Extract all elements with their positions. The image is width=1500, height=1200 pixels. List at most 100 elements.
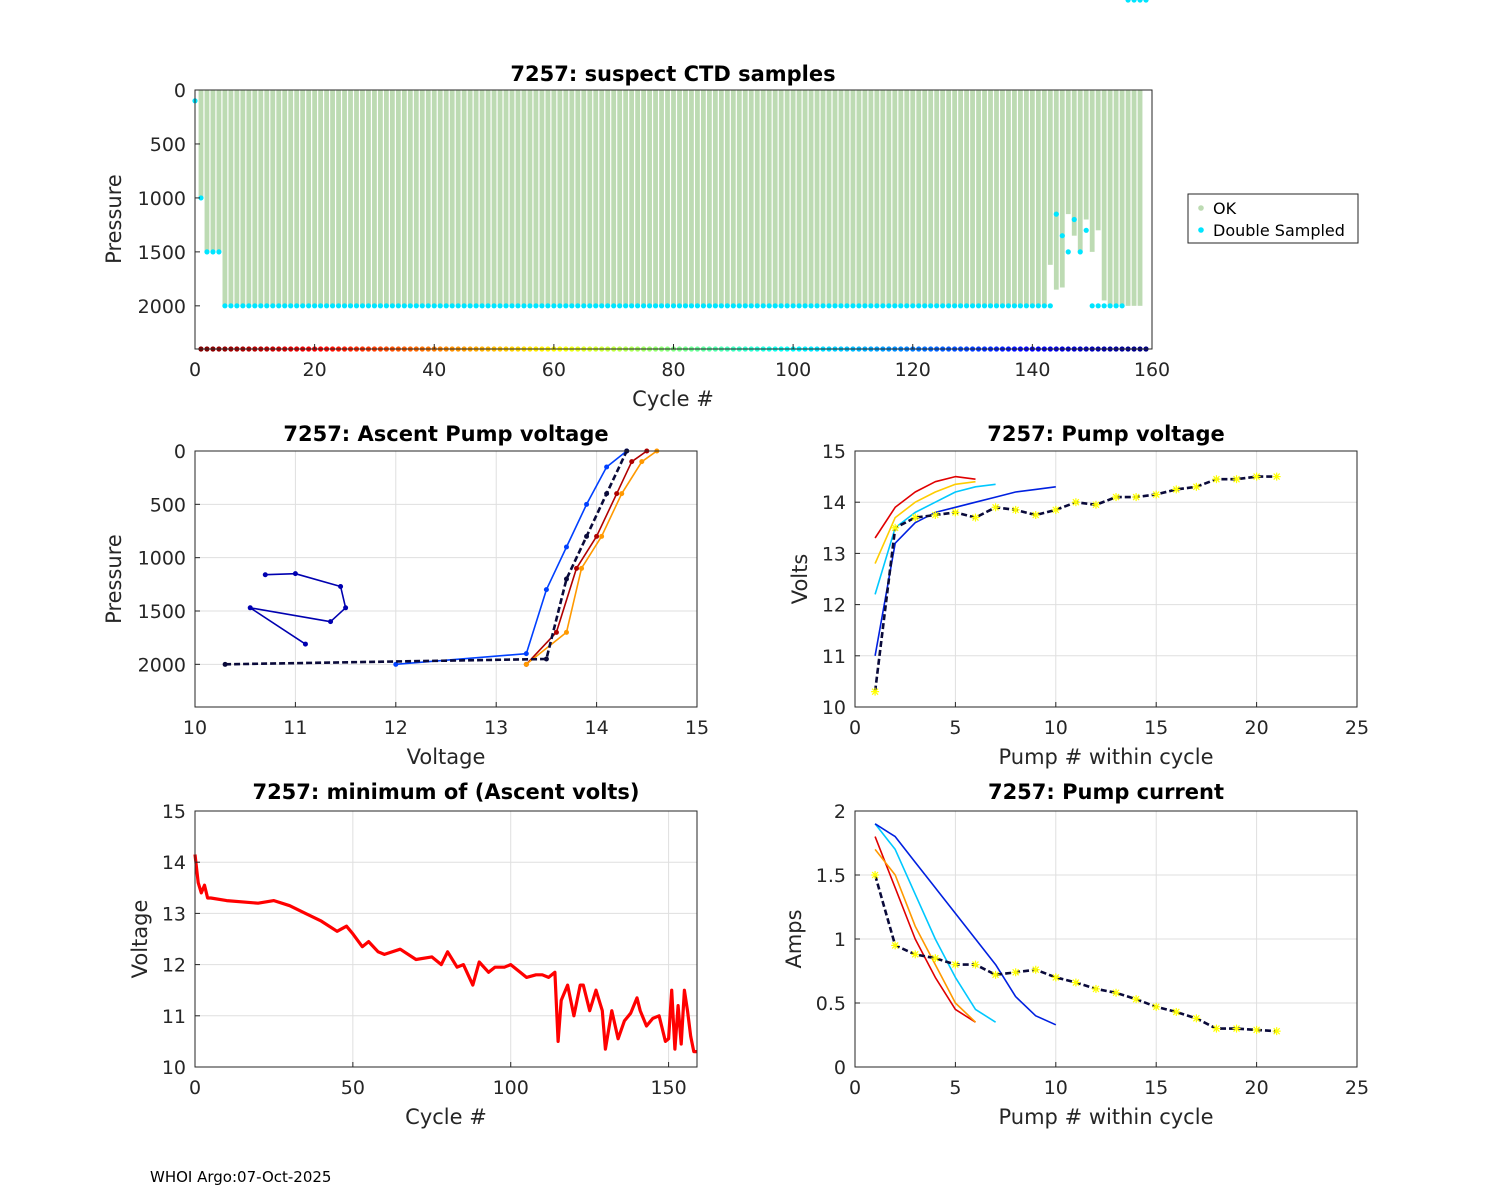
double-sampled-point <box>264 303 269 308</box>
ascent-point <box>579 566 584 571</box>
double-sampled-point <box>372 303 377 308</box>
double-sampled-point <box>856 303 861 308</box>
ok-bar <box>282 90 287 306</box>
ok-bar <box>264 90 269 306</box>
double-sampled-point <box>216 249 221 254</box>
double-sampled-point <box>964 303 969 308</box>
ok-bar <box>384 90 389 306</box>
pumpc-highlight-star <box>1172 1008 1180 1016</box>
minv-xtick-label: 150 <box>650 1077 686 1099</box>
ok-bar <box>545 90 550 306</box>
ascent-xtick-label: 11 <box>283 717 307 739</box>
ascent-ylabel: Pressure <box>102 534 126 624</box>
double-sampled-point <box>533 303 538 308</box>
minv-xtick-label: 0 <box>189 1077 201 1099</box>
double-sampled-point <box>240 303 245 308</box>
ok-bar <box>318 90 323 306</box>
double-sampled-point <box>1060 233 1065 238</box>
pumpc-highlight-star <box>1052 973 1060 981</box>
pumpv-highlight-star <box>1273 473 1281 481</box>
ok-bar <box>540 90 545 306</box>
ascent-point <box>574 566 579 571</box>
double-sampled-point <box>838 303 843 308</box>
double-sampled-point <box>916 303 921 308</box>
ok-bar <box>1138 90 1143 306</box>
double-sampled-point <box>204 249 209 254</box>
double-sampled-point <box>868 303 873 308</box>
ok-bar <box>689 90 694 306</box>
double-sampled-point <box>462 303 467 308</box>
ok-bar <box>1012 90 1017 306</box>
ascent-point <box>619 491 624 496</box>
ascent-point <box>639 459 644 464</box>
ascent-tick-labels: 10 11 12 13 14 150500100015002000 <box>138 441 709 739</box>
ascent-point <box>554 630 559 635</box>
pump-voltage-panel: 0 5 10 15 20 25 10 11 12 13 14 15 7257: Pump voltag… <box>788 422 1369 769</box>
ok-bar <box>551 90 556 306</box>
double-sampled-point <box>904 303 909 308</box>
pumpc-highlight-star <box>971 961 979 969</box>
double-sampled-point <box>485 303 490 308</box>
double-sampled-point <box>390 303 395 308</box>
suspect-ytick-label: 1500 <box>138 242 186 264</box>
ok-bar <box>833 90 838 306</box>
double-sampled-point <box>288 303 293 308</box>
pumpc-highlight-star <box>1072 979 1080 987</box>
ok-bar <box>659 90 664 306</box>
double-sampled-point <box>659 303 664 308</box>
double-sampled-point <box>826 303 831 308</box>
pumpc-highlight-star <box>1152 1003 1160 1011</box>
pumpv-gridlines <box>855 451 1357 707</box>
legend-double-label: Double Sampled <box>1213 221 1345 240</box>
double-sampled-point <box>994 303 999 308</box>
double-sampled-point <box>450 303 455 308</box>
double-sampled-point <box>587 303 592 308</box>
ok-bar <box>1060 90 1065 287</box>
ok-bar <box>330 90 335 306</box>
ascent-axes-box <box>195 451 697 707</box>
ascent-ytick-label: 2000 <box>138 654 186 676</box>
double-sampled-point <box>1119 303 1124 308</box>
ok-bar <box>1018 90 1023 306</box>
pumpc-gridlines <box>855 811 1357 1067</box>
ok-bar <box>701 90 706 306</box>
double-sampled-point <box>300 303 305 308</box>
ok-bar <box>1048 90 1053 265</box>
double-sampled-point <box>820 303 825 308</box>
pumpv-title: 7257: Pump voltage <box>987 422 1225 446</box>
ascent-xtick-label: 12 <box>384 717 408 739</box>
ok-bar <box>749 90 754 306</box>
double-sampled-point <box>814 303 819 308</box>
double-sampled-point <box>1090 303 1095 308</box>
double-sampled-point <box>928 303 933 308</box>
pumpv-highlight-star <box>931 511 939 519</box>
ascent-point <box>544 657 549 662</box>
ok-bar <box>336 90 341 306</box>
ascent-point <box>544 587 549 592</box>
pumpc-title: 7257: Pump current <box>988 780 1224 804</box>
ok-bar <box>348 90 353 306</box>
ok-bar <box>378 90 383 306</box>
ok-bar <box>629 90 634 306</box>
double-sampled-point <box>1125 0 1130 3</box>
ok-bar <box>713 90 718 306</box>
pumpc-highlight-star <box>871 871 879 879</box>
ok-bar <box>486 90 491 306</box>
pumpc-ytick-label: 0.5 <box>816 993 846 1015</box>
ok-bar <box>1054 90 1059 290</box>
double-sampled-point <box>527 303 532 308</box>
pumpc-highlight-star <box>1233 1025 1241 1033</box>
ok-bar <box>312 90 317 306</box>
double-sampled-point <box>802 303 807 308</box>
ascent-point <box>599 534 604 539</box>
pumpv-tick-labels: 0 5 10 15 20 25101112131415 <box>822 441 1369 739</box>
double-sampled-point <box>366 303 371 308</box>
ok-bar <box>827 90 832 306</box>
suspect-ytick-label: 0 <box>174 80 186 102</box>
double-sampled-point <box>270 303 275 308</box>
pumpc-highlight-star <box>951 961 959 969</box>
ok-bar <box>982 90 987 306</box>
double-sampled-point <box>1078 249 1083 254</box>
ok-bar <box>671 90 676 306</box>
pumpv-highlight-star <box>1072 498 1080 506</box>
